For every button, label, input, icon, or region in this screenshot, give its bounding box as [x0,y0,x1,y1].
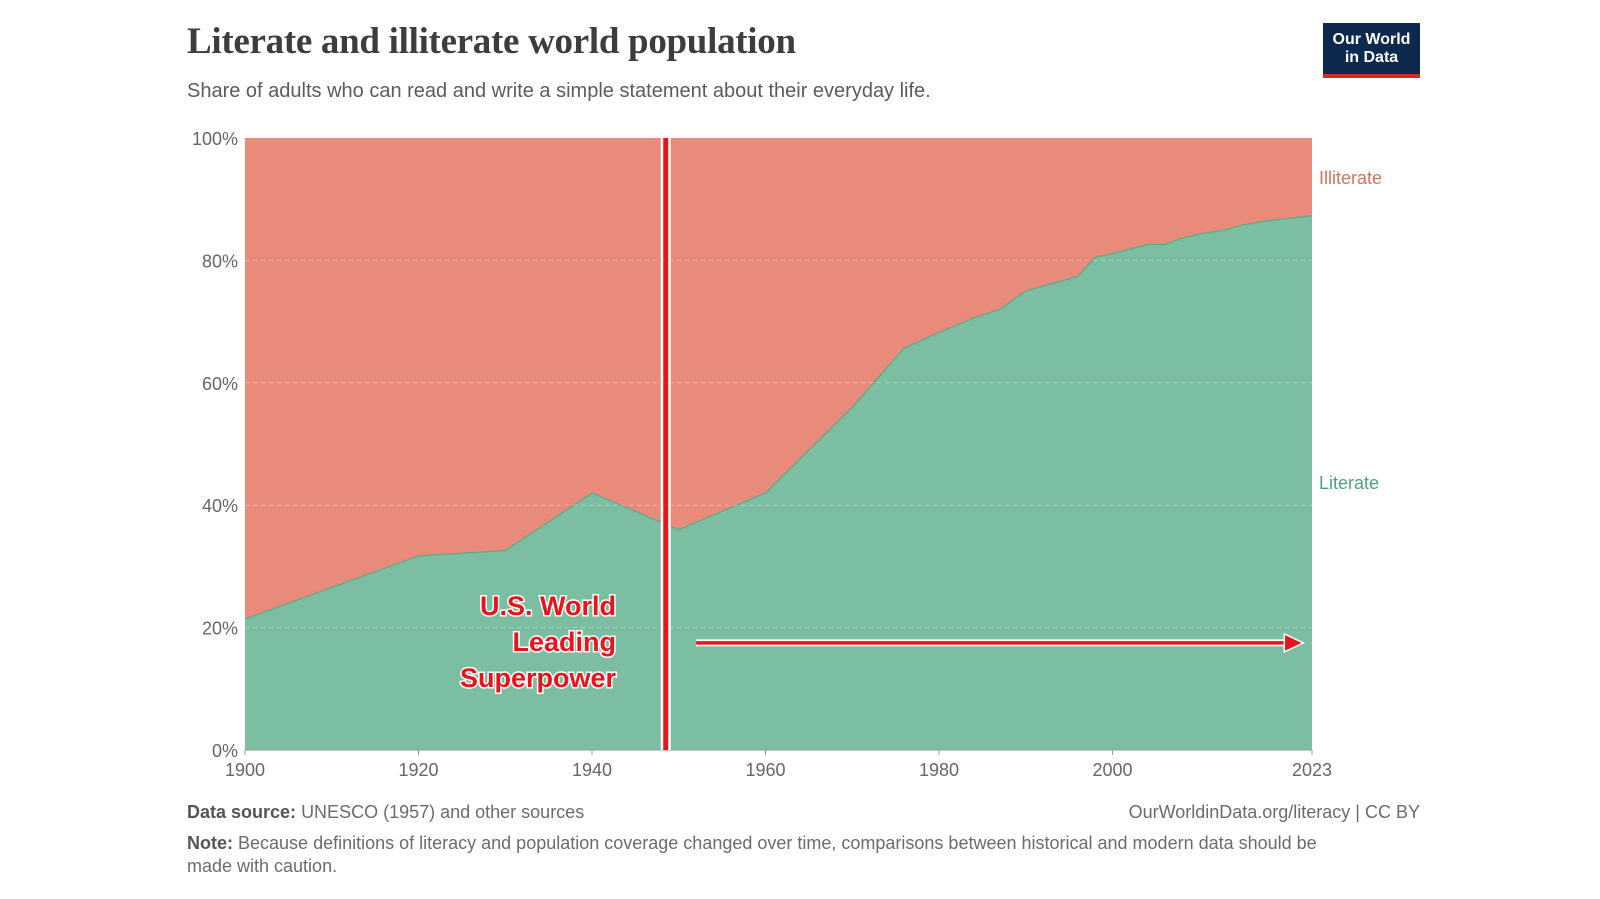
annotation-text-line: Leading [512,627,616,657]
x-tick-label: 2000 [1092,760,1132,780]
chart-subtitle: Share of adults who can read and write a… [187,80,931,102]
series-boundary-line [244,215,1313,620]
series-area-literate [245,215,1312,750]
x-tick-label: 1980 [919,760,959,780]
y-tick-label: 0% [212,741,238,761]
data-source-text: UNESCO (1957) and other sources [301,802,585,822]
note-label: Note: [187,833,233,853]
license-link[interactable]: OurWorldinData.org/literacy | CC BY [1128,802,1420,822]
chart-title: Literate and illiterate world population [187,21,796,62]
y-tick-label: 80% [202,251,238,271]
y-tick-label: 100% [192,129,238,149]
y-tick-label: 20% [202,619,238,639]
arrow-head [1283,632,1306,654]
logo-line-1: Our World [1332,31,1411,48]
series-area-illiterate [245,138,1312,620]
x-tick-label: 1940 [572,760,612,780]
series-label-illiterate: Illiterate [1319,168,1382,188]
x-tick-label: 1960 [745,760,785,780]
annotation-text-line: Superpower [460,663,617,693]
y-tick-label: 40% [202,496,238,516]
logo-line-2: in Data [1344,49,1399,66]
y-tick-label: 60% [202,374,238,394]
data-source-label: Data source: [187,802,297,822]
series-label-literate: Literate [1319,473,1379,493]
note-text: Because definitions of literacy and popu… [187,833,1317,876]
chart-note: Note: Because definitions of literacy an… [187,832,1327,878]
annotation-text-line: U.S. World [480,591,616,621]
data-source: Data source: UNESCO (1957) and other sou… [187,802,584,823]
owid-logo[interactable]: Our World in Data [1323,23,1420,78]
x-tick-label: 2023 [1292,760,1332,780]
x-tick-label: 1920 [398,760,438,780]
x-tick-label: 1900 [225,760,265,780]
